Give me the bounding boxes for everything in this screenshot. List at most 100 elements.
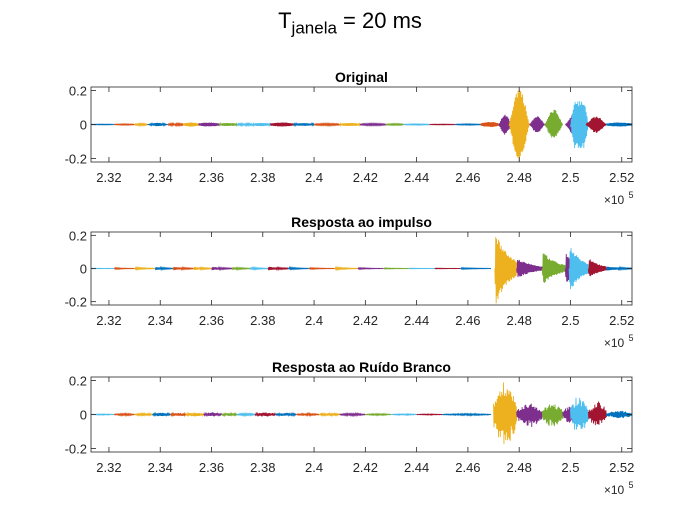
x-exponent-label: ×10 [604,336,625,350]
signal-segment-17 [434,267,461,270]
signal-segment-21 [541,404,564,427]
signal-segment-24 [544,109,564,138]
signal-segment-11 [270,122,294,127]
x-tick-label: 2.4 [305,170,323,185]
x-tick-label: 2.44 [404,460,429,475]
signal-segment-9 [249,265,269,271]
x-tick-label: 2.34 [148,460,173,475]
figure-title: Tjanela = 20 ms [0,8,700,38]
signal-segment-4 [152,411,171,417]
x-exponent-power: 5 [628,333,633,343]
x-tick-label: 2.34 [148,313,173,328]
signal-segment-7 [211,265,233,271]
signal-segment-2 [113,123,135,127]
signal-segment-19 [494,237,518,304]
signal-segment-10 [252,121,271,128]
x-tick-label: 2.52 [609,460,634,475]
signal-segment-15 [359,122,387,127]
y-tick-label: 0.2 [69,228,87,243]
axes-3: Resposta ao Ruído Branco 2.32 2.34 2.36 2.38… [65,359,635,497]
signal-segment-15 [365,412,392,417]
x-exponent-power: 5 [628,480,633,490]
x-tick-label: 2.44 [404,313,429,328]
x-tick-label: 2.38 [250,170,275,185]
signal-segment-13 [334,265,358,272]
signal-segment-9 [236,411,256,418]
x-tick-label: 2.36 [199,170,224,185]
x-tick-label: 2.42 [353,170,378,185]
axes-title: Original [335,69,388,85]
figure-title-rest: = 20 ms [336,8,422,33]
signal-segment-5 [167,121,184,128]
signal-segment-7 [203,411,223,418]
signal-segment-8 [218,121,238,128]
x-exponent-label: ×10 [604,193,625,207]
y-tick-label: 0 [80,118,87,133]
signal-segment-23 [568,248,589,290]
x-tick-label: 2.38 [250,460,275,475]
x-tick-label: 2.48 [507,460,532,475]
signal-segment-5 [170,411,187,418]
y-tick-label: -0.2 [65,442,87,457]
x-tick-label: 2.32 [96,313,121,328]
signal-segment-24 [587,401,607,426]
signal-segment-18 [460,266,492,271]
signal-segment-14 [339,122,361,127]
x-tick-label: 2.32 [96,170,121,185]
signal-segment-6 [193,266,212,271]
signal-segment-6 [185,411,205,418]
y-tick-label: -0.2 [65,152,87,167]
signal-segment-3 [134,411,153,417]
signal-segment-2 [113,411,135,418]
signal-segment-3 [134,122,148,127]
x-tick-label: 2.38 [250,313,275,328]
signal-segment-25 [605,410,633,419]
signal-segment-13 [318,411,341,418]
signal-segment-4 [147,121,168,127]
signal-segment-4 [154,265,174,272]
axes-1: Original 2.32 2.34 2.36 2.38 2.4 2.42 2.44 2.46 2… [65,69,635,207]
signal-segment-2 [113,266,135,271]
signal-segment-23 [529,116,546,133]
signal-segment-21 [541,253,566,283]
signal-segment-19 [493,382,518,444]
signal-segment-12 [293,121,315,127]
x-tick-label: 2.52 [609,313,634,328]
signal-segment-3 [134,265,156,271]
signal-segment-13 [313,122,341,127]
x-tick-label: 2.46 [455,313,480,328]
axes-2: Resposta ao impulso 2.32 2.34 2.36 2.38 2.4 2.… [65,214,635,350]
signal-segment-23 [570,397,589,430]
signal-segment-20 [480,122,500,128]
y-tick-label: 0 [80,408,87,423]
x-tick-label: 2.36 [199,313,224,328]
axes-title: Resposta ao impulso [291,214,432,230]
signal-segment-18 [441,412,492,417]
signal-series [90,382,633,444]
x-tick-label: 2.44 [404,170,429,185]
y-tick-label: 0 [80,262,87,277]
x-tick-label: 2.4 [305,313,323,328]
signal-segment-20 [516,403,543,427]
signal-segment-24 [587,259,607,277]
signal-segment-16 [390,412,417,417]
signal-segment-12 [295,411,320,418]
figure-title-subscript: janela [291,18,337,38]
x-tick-label: 2.32 [96,460,121,475]
signal-segment-26 [570,101,589,149]
x-tick-label: 2.46 [455,170,480,185]
signal-segment-5 [172,266,194,272]
signal-series [90,90,633,162]
x-tick-label: 2.42 [353,313,378,328]
x-tick-label: 2.36 [199,460,224,475]
x-tick-label: 2.4 [305,460,323,475]
figure-title-main: T [278,8,292,33]
signal-segment-12 [308,266,335,271]
x-tick-label: 2.48 [507,313,532,328]
x-tick-label: 2.52 [609,170,634,185]
signal-segment-15 [383,267,410,270]
signal-segment-8 [231,266,251,271]
x-tick-label: 2.46 [455,460,480,475]
